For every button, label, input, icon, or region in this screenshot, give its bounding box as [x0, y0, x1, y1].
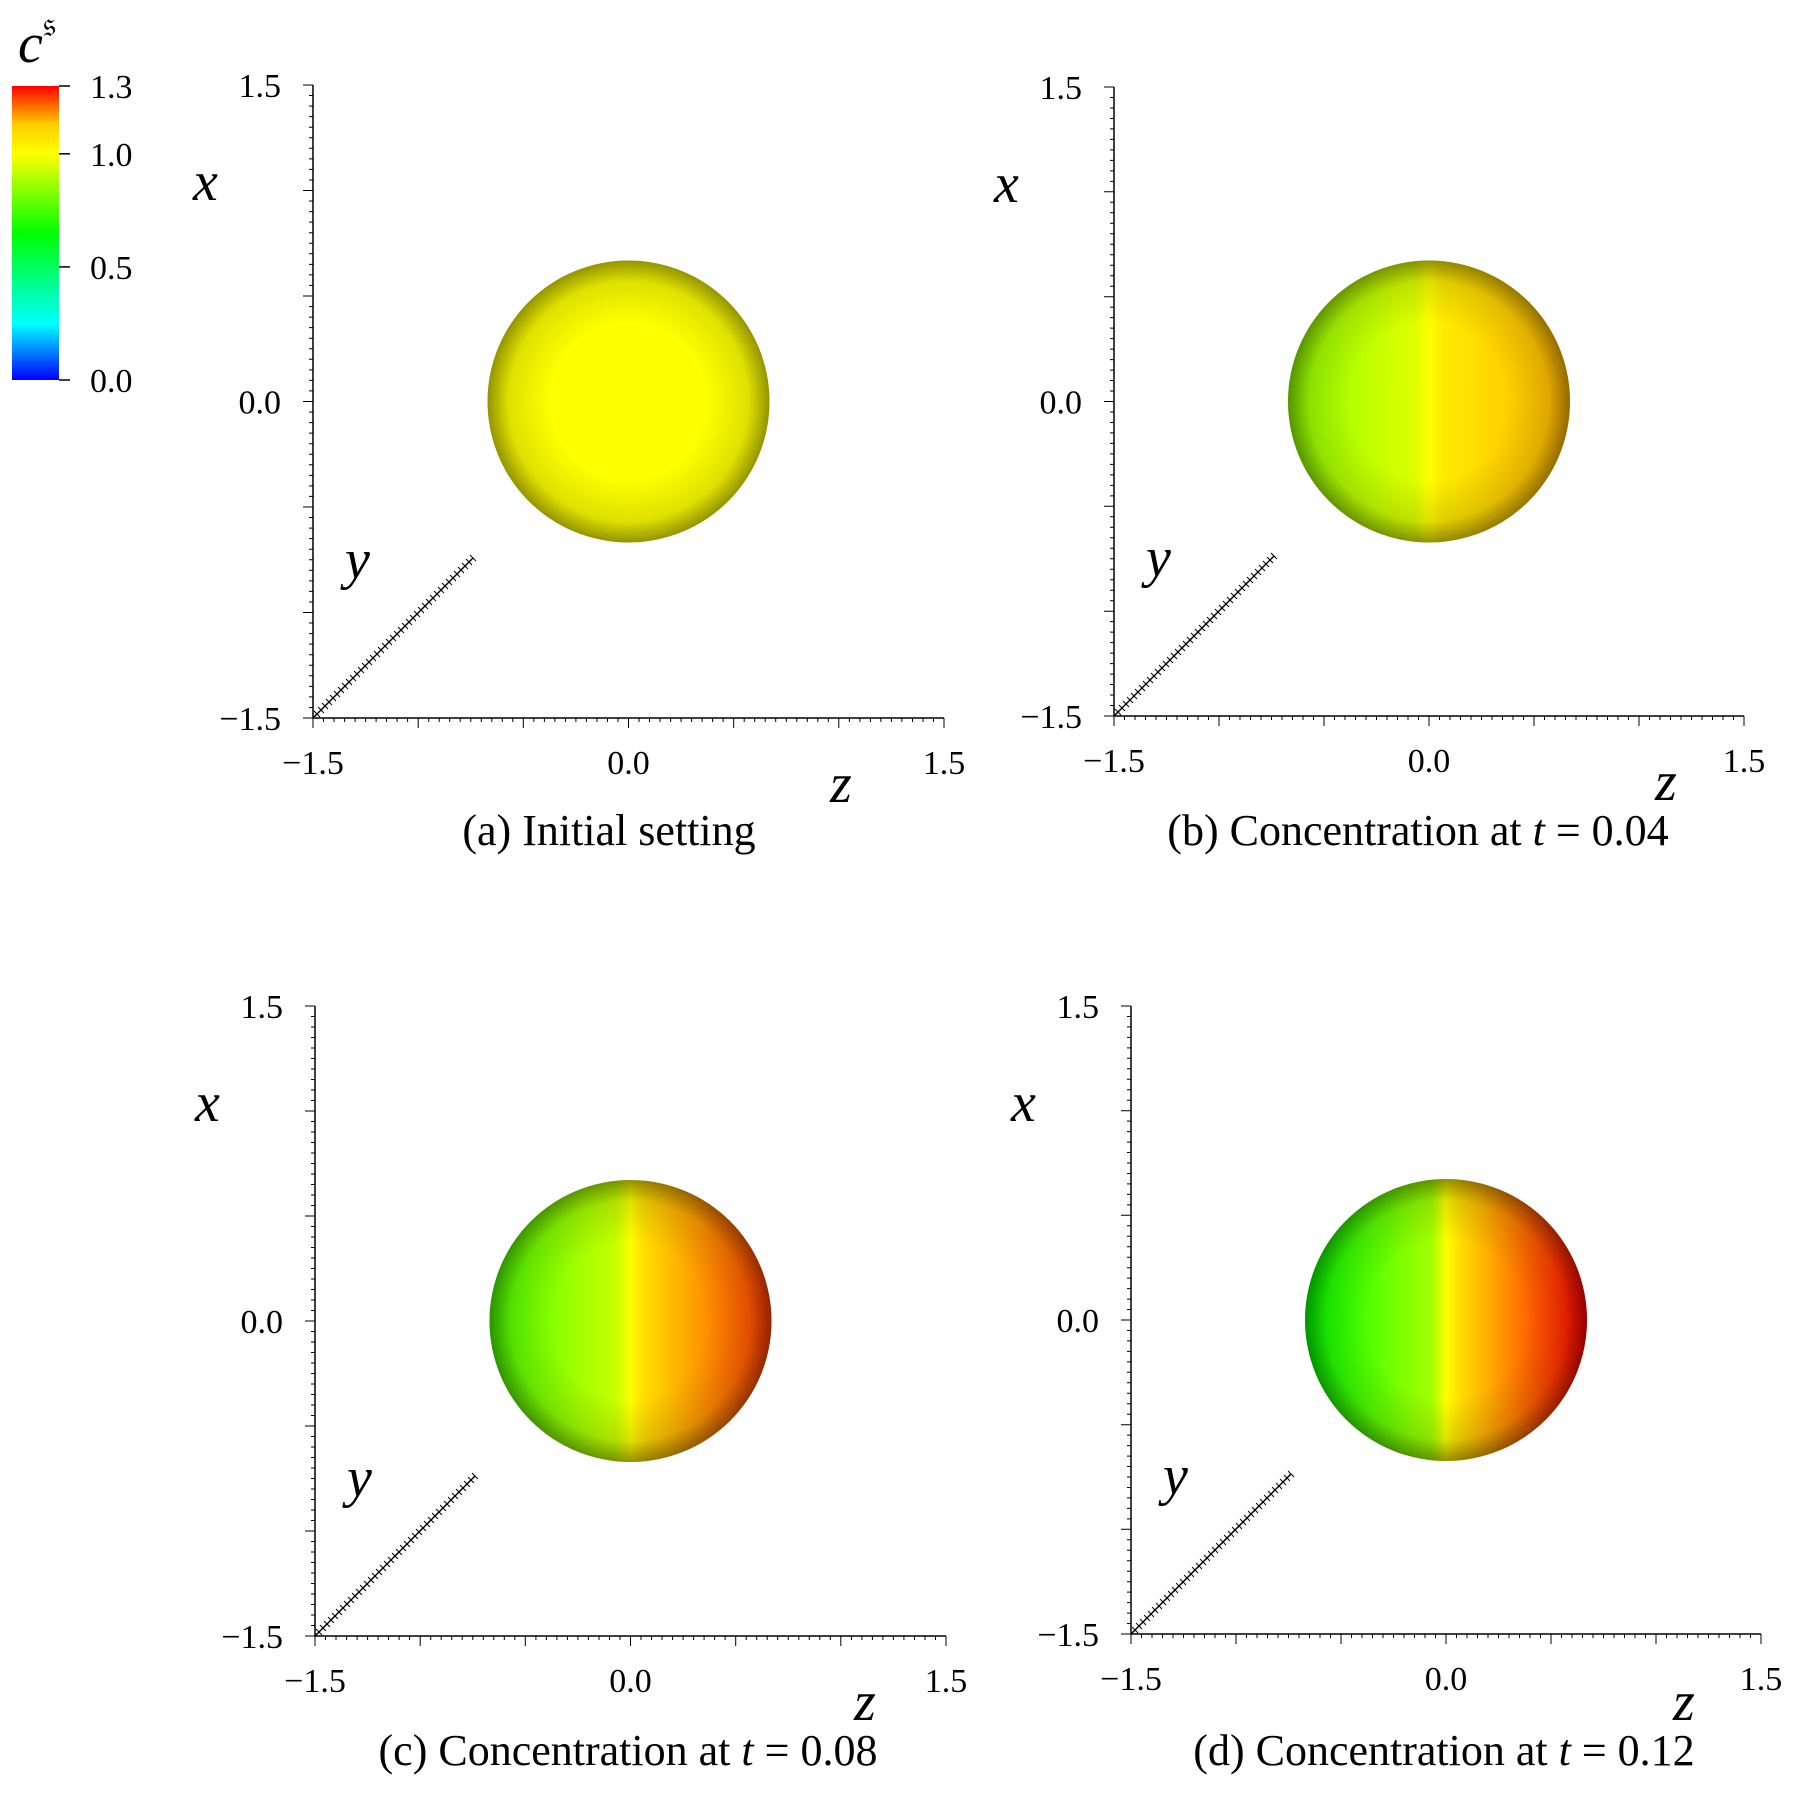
- y-axis-ticks: [313, 554, 477, 718]
- axes: 1.5 0.0 −1.5−1.5 0.0 1.5 x y z: [1010, 989, 1782, 1733]
- z-tick-label: 0.0: [1425, 1661, 1468, 1698]
- y-axis-label: y: [340, 529, 370, 591]
- x-tick-label: −1.5: [221, 1619, 283, 1656]
- y-axis-label: y: [1158, 1445, 1188, 1507]
- x-tick-label: −1.5: [1020, 699, 1082, 736]
- z-axis-label: z: [853, 1671, 876, 1733]
- panel-a: 1.5 0.0 −1.5−1.5 0.0 1.5 x y z (a) Initial setti…: [192, 68, 965, 855]
- y-axis-label: y: [1141, 527, 1171, 589]
- sphere: [489, 1180, 772, 1462]
- caption-value: = 0.12: [1571, 1726, 1695, 1775]
- x-tick-label: 0.0: [1057, 1303, 1100, 1340]
- caption-variable: t: [1559, 1726, 1573, 1775]
- x-axis-ticks: [303, 84, 313, 719]
- axes: 1.5 0.0 −1.5−1.5 0.0 1.5 x y z: [192, 68, 965, 815]
- panel-caption: (a) Initial setting: [462, 806, 755, 855]
- caption-value: = 0.08: [754, 1726, 878, 1775]
- x-axis-label: x: [194, 1072, 220, 1134]
- sphere: [1305, 1179, 1587, 1461]
- colorbar-tick-label: 1.0: [90, 137, 133, 174]
- x-tick-label: 1.5: [239, 68, 282, 105]
- y-axis-ticks: [315, 1472, 479, 1636]
- caption-text: (d) Concentration at: [1193, 1726, 1558, 1775]
- x-tick-label: −1.5: [1037, 1617, 1099, 1654]
- z-axis-ticks: [312, 718, 945, 728]
- x-tick-label: 1.5: [1040, 70, 1083, 107]
- z-tick-label: 0.0: [607, 745, 650, 782]
- caption-value: = 0.04: [1545, 806, 1669, 855]
- z-axis-label: z: [1654, 751, 1677, 813]
- caption-text: (b) Concentration at: [1167, 806, 1532, 855]
- y-axis-ticks: [1131, 1470, 1295, 1634]
- x-axis-ticks: [1121, 1005, 1131, 1635]
- panel-caption: (c) Concentration at t = 0.08: [379, 1726, 878, 1775]
- z-tick-label: −1.5: [284, 1663, 346, 1700]
- x-tick-label: 1.5: [1057, 989, 1100, 1026]
- z-axis-label: z: [1672, 1671, 1695, 1733]
- x-axis-label: x: [993, 153, 1019, 215]
- y-axis-ticks: [1114, 552, 1278, 716]
- x-axis-ticks: [305, 1005, 315, 1637]
- panel-caption: (d) Concentration at t = 0.12: [1193, 1726, 1694, 1775]
- x-tick-label: 0.0: [1040, 385, 1083, 422]
- z-tick-label: 1.5: [1723, 743, 1766, 780]
- colorbar: c𝔰 1.3 1.0 0.5 0.0: [12, 7, 133, 400]
- z-tick-label: 1.5: [925, 1663, 968, 1700]
- z-axis-ticks: [1113, 716, 1745, 726]
- z-tick-label: 1.5: [923, 745, 966, 782]
- z-tick-label: 0.0: [1408, 743, 1451, 780]
- colorbar-gradient: [12, 86, 59, 380]
- z-tick-label: −1.5: [1083, 743, 1145, 780]
- sphere-shading: [487, 260, 770, 543]
- colorbar-title: c𝔰: [18, 7, 56, 75]
- x-tick-label: 1.5: [241, 989, 284, 1026]
- z-axis-label: z: [829, 753, 852, 815]
- z-tick-label: 0.0: [609, 1663, 652, 1700]
- z-tick-label: −1.5: [1100, 1661, 1162, 1698]
- x-axis-ticks: [1104, 86, 1114, 717]
- colorbar-ticks: 1.3 1.0 0.5 0.0: [59, 69, 133, 400]
- z-tick-label: −1.5: [282, 745, 344, 782]
- z-axis-ticks: [314, 1636, 947, 1646]
- z-tick-label: 1.5: [1740, 1661, 1783, 1698]
- caption-variable: t: [741, 1726, 755, 1775]
- x-axis-label: x: [1010, 1072, 1036, 1134]
- caption-variable: t: [1533, 806, 1547, 855]
- sphere: [487, 260, 770, 543]
- y-axis-label: y: [342, 1447, 372, 1509]
- panel-caption: (b) Concentration at t = 0.04: [1167, 806, 1668, 855]
- x-tick-label: 0.0: [241, 1304, 284, 1341]
- axes: 1.5 0.0 −1.5−1.5 0.0 1.5 x y z: [194, 989, 967, 1733]
- colorbar-title-superscript: 𝔰: [43, 7, 56, 44]
- caption-text: (c) Concentration at: [379, 1726, 742, 1775]
- axes: 1.5 0.0 −1.5−1.5 0.0 1.5 x y z: [993, 70, 1765, 813]
- colorbar-tick-label: 0.0: [90, 363, 133, 400]
- sphere-shading: [1305, 1179, 1587, 1461]
- colorbar-tick-label: 0.5: [90, 250, 133, 287]
- z-axis-ticks: [1130, 1634, 1762, 1644]
- sphere-shading: [1288, 260, 1570, 543]
- x-tick-label: 0.0: [239, 385, 282, 422]
- sphere-shading: [489, 1180, 772, 1462]
- x-axis-label: x: [192, 151, 218, 213]
- x-tick-label: −1.5: [219, 701, 281, 738]
- colorbar-tick-label: 1.3: [90, 69, 133, 106]
- sphere: [1288, 260, 1570, 543]
